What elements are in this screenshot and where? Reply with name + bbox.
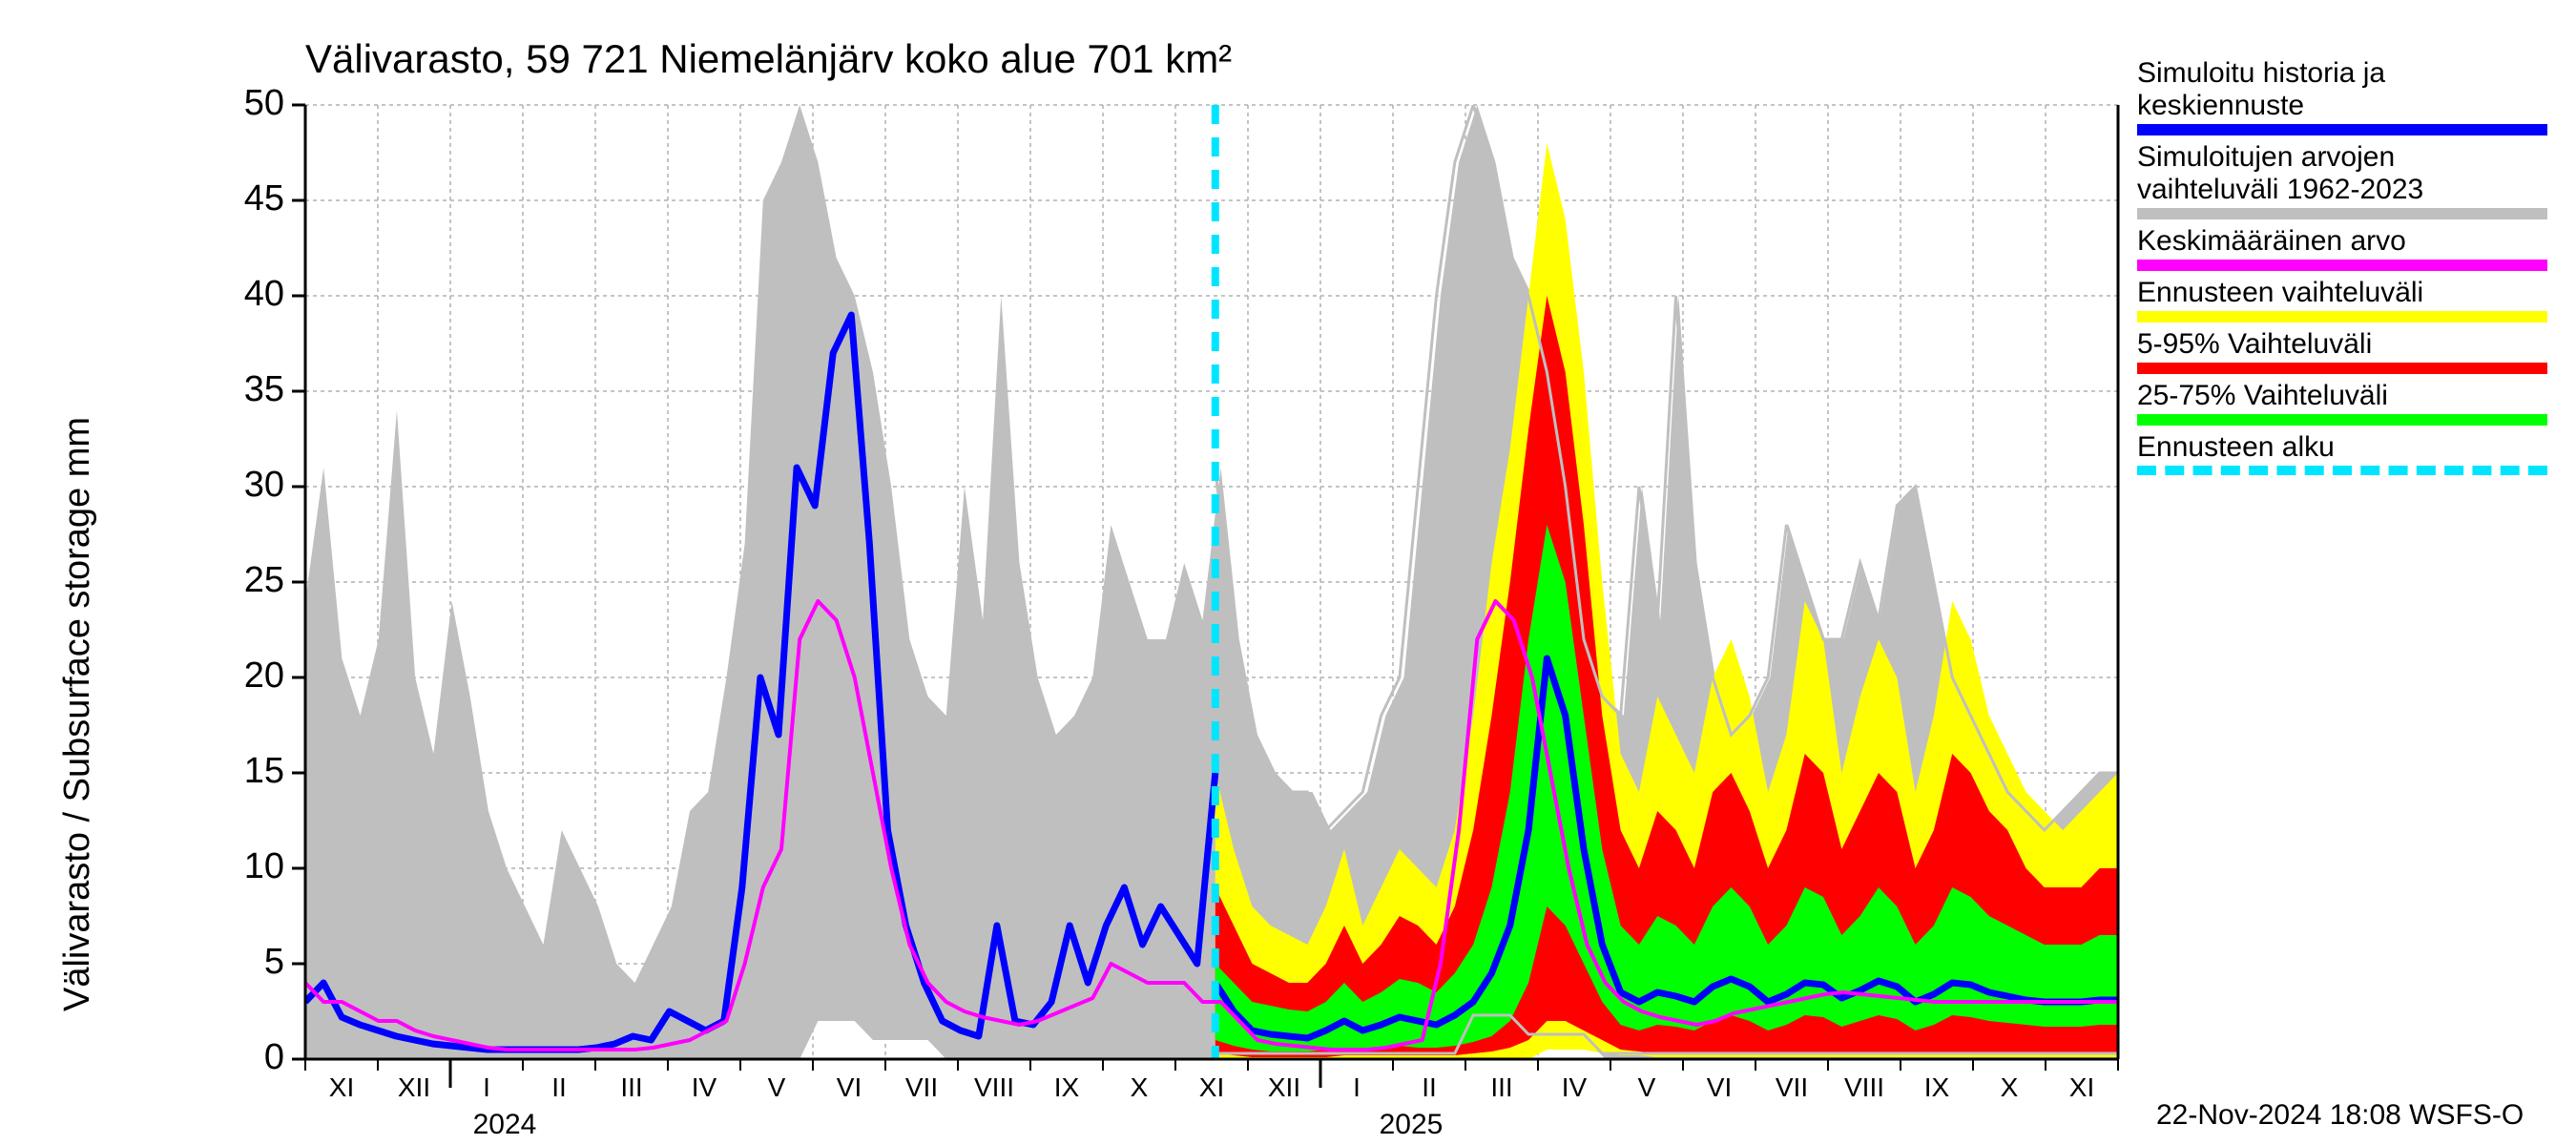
y-tick-label: 20 (244, 656, 284, 697)
legend-label: Ennusteen vaihteluväli (2137, 277, 2547, 309)
legend-swatch (2137, 311, 2547, 323)
x-month-label: VIII (1836, 1072, 1893, 1103)
y-tick-label: 35 (244, 369, 284, 410)
x-month-label: XI (2053, 1072, 2110, 1103)
y-tick-label: 50 (244, 83, 284, 124)
x-month-label: XII (1256, 1072, 1313, 1103)
legend-item: Ennusteen alku (2137, 431, 2547, 475)
chart-container: Välivarasto, 59 721 Niemelänjärv koko al… (0, 0, 2576, 1145)
x-month-label: X (1111, 1072, 1168, 1103)
x-month-label: V (748, 1072, 805, 1103)
chart-title: Välivarasto, 59 721 Niemelänjärv koko al… (305, 36, 1232, 82)
legend-item: Simuloitujen arvojenvaihteluväli 1962-20… (2137, 141, 2547, 219)
y-tick-label: 40 (244, 274, 284, 315)
x-month-label: XI (1183, 1072, 1240, 1103)
x-year-label: 2025 (1363, 1109, 1459, 1141)
legend-item: Keskimääräinen arvo (2137, 225, 2547, 271)
legend-swatch (2137, 260, 2547, 271)
x-month-label: I (458, 1072, 515, 1103)
footer-timestamp: 22-Nov-2024 18:08 WSFS-O (2156, 1099, 2524, 1132)
x-month-label: VI (1691, 1072, 1748, 1103)
legend-item: Simuloitu historia jakeskiennuste (2137, 57, 2547, 135)
legend-label: Ennusteen alku (2137, 431, 2547, 464)
x-month-label: IV (1546, 1072, 1603, 1103)
legend-item: 5-95% Vaihteluväli (2137, 328, 2547, 374)
legend-item: 25-75% Vaihteluväli (2137, 380, 2547, 426)
x-month-label: II (530, 1072, 588, 1103)
legend-item: Ennusteen vaihteluväli (2137, 277, 2547, 323)
legend: Simuloitu historia jakeskiennusteSimuloi… (2137, 57, 2547, 481)
legend-swatch (2137, 124, 2547, 135)
legend-label: Simuloitu historia ja (2137, 57, 2547, 90)
y-tick-label: 10 (244, 846, 284, 887)
legend-swatch (2137, 208, 2547, 219)
legend-swatch (2137, 363, 2547, 374)
x-month-label: V (1618, 1072, 1675, 1103)
x-month-label: XII (385, 1072, 443, 1103)
legend-swatch (2137, 414, 2547, 426)
y-tick-label: 5 (264, 942, 284, 983)
x-month-label: VIII (966, 1072, 1023, 1103)
legend-label: 25-75% Vaihteluväli (2137, 380, 2547, 412)
x-month-label: VII (893, 1072, 950, 1103)
y-tick-label: 30 (244, 465, 284, 506)
y-tick-label: 45 (244, 178, 284, 219)
x-year-label: 2024 (457, 1109, 552, 1141)
x-month-label: X (1981, 1072, 2038, 1103)
x-month-label: IX (1038, 1072, 1095, 1103)
legend-label: Simuloitujen arvojen (2137, 141, 2547, 174)
x-month-label: I (1328, 1072, 1385, 1103)
x-month-label: XI (313, 1072, 370, 1103)
legend-label: vaihteluväli 1962-2023 (2137, 174, 2547, 206)
legend-label: Keskimääräinen arvo (2137, 225, 2547, 258)
x-month-label: IV (675, 1072, 733, 1103)
x-month-label: VII (1763, 1072, 1820, 1103)
y-tick-label: 25 (244, 560, 284, 601)
x-month-label: III (1473, 1072, 1530, 1103)
x-month-label: VI (821, 1072, 878, 1103)
x-month-label: II (1401, 1072, 1458, 1103)
y-tick-label: 15 (244, 751, 284, 792)
x-month-label: III (603, 1072, 660, 1103)
legend-label: keskiennuste (2137, 90, 2547, 122)
y-tick-label: 0 (264, 1037, 284, 1078)
legend-label: 5-95% Vaihteluväli (2137, 328, 2547, 361)
y-axis-label: Välivarasto / Subsurface storage mm (57, 417, 98, 1011)
x-month-label: IX (1908, 1072, 1965, 1103)
legend-swatch (2137, 466, 2547, 475)
